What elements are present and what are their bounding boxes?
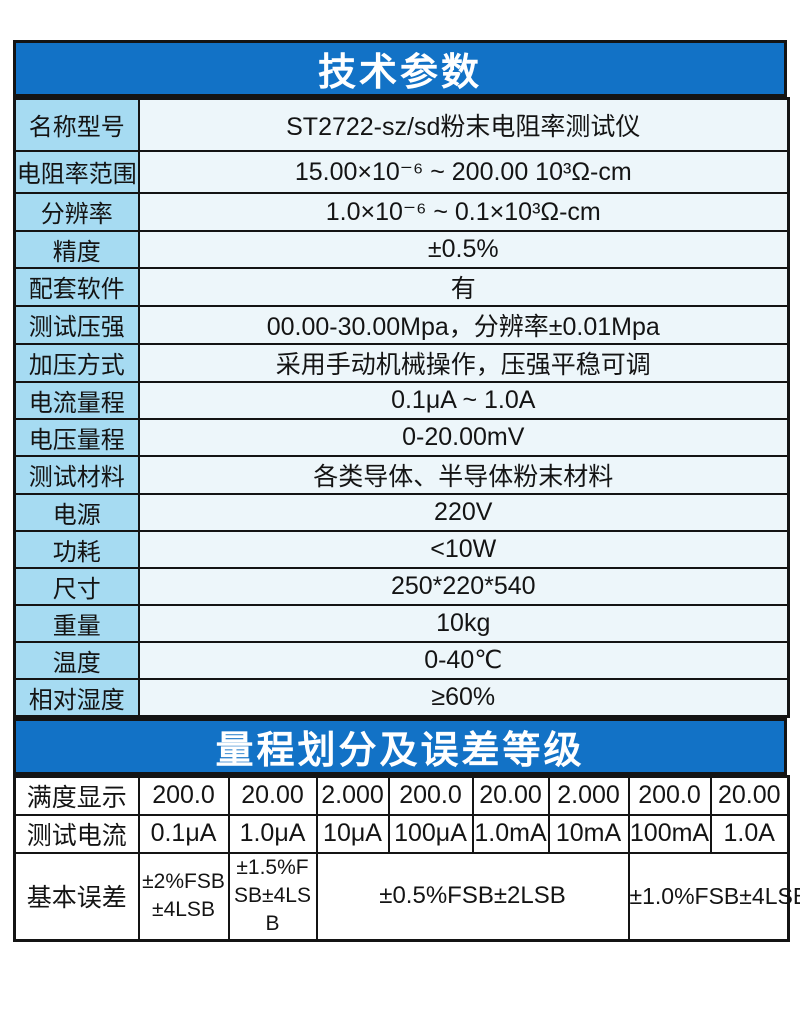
full-scale-cell: 200.0 — [627, 775, 712, 816]
range-label-cell: 测试电流 — [13, 813, 140, 854]
tech-params-header: 技术参数 — [13, 40, 787, 97]
spec-value-cell: 10kg — [137, 603, 790, 643]
spec-label-cell: 精度 — [13, 229, 140, 269]
table-row: 功耗 <10W — [13, 529, 790, 569]
spec-value-cell: 0.1μA ~ 1.0A — [137, 380, 790, 420]
spec-value-cell: 1.0×10⁻⁶ ~ 0.1×10³Ω-cm — [137, 191, 790, 232]
spec-value-cell: 有 — [137, 266, 790, 307]
range-label-cell: 基本误差 — [13, 851, 140, 942]
spec-label-cell: 配套软件 — [13, 266, 140, 307]
full-scale-cell: 2.000 — [315, 775, 390, 816]
spec-value-cell: <10W — [137, 529, 790, 569]
table-row: 重量 10kg — [13, 603, 790, 643]
spec-value-cell: ST2722-sz/sd粉末电阻率测试仪 — [137, 97, 790, 152]
spec-value-cell: ≥60% — [137, 677, 790, 717]
spec-label-cell: 电压量程 — [13, 417, 140, 457]
spec-label-cell: 电源 — [13, 492, 140, 532]
test-current-cell: 100μA — [387, 813, 474, 854]
spec-sheet: 技术参数 名称型号 ST2722-sz/sd粉末电阻率测试仪 电阻率范围 15.… — [13, 40, 800, 942]
range-error-header: 量程划分及误差等级 — [13, 717, 787, 775]
spec-label-cell: 温度 — [13, 640, 140, 680]
table-row: 尺寸 250*220*540 — [13, 566, 790, 606]
table-row: 测试电流 0.1μA 1.0μA 10μA 100μA 1.0mA 10mA 1… — [13, 813, 790, 854]
spec-label-cell: 分辨率 — [13, 191, 140, 232]
table-row: 相对湿度 ≥60% — [13, 677, 790, 717]
table-row: 精度 ±0.5% — [13, 229, 790, 269]
spec-label-cell: 功耗 — [13, 529, 140, 569]
full-scale-cell: 20.00 — [709, 775, 790, 816]
full-scale-cell: 200.0 — [387, 775, 474, 816]
spec-label-cell: 尺寸 — [13, 566, 140, 606]
table-row: 电源 220V — [13, 492, 790, 532]
table-row: 基本误差 ±2%FSB±4LSB ±1.5%FSB±4LSB ±0.5%FSB±… — [13, 851, 800, 942]
spec-value-cell: 0-20.00mV — [137, 417, 790, 457]
tech-params-title: 技术参数 — [317, 52, 482, 94]
table-row: 加压方式 采用手动机械操作，压强平稳可调 — [13, 342, 790, 383]
test-current-cell: 100mA — [627, 813, 712, 854]
range-label-cell: 满度显示 — [13, 775, 140, 816]
table-row: 电阻率范围 15.00×10⁻⁶ ~ 200.00 10³Ω-cm — [13, 149, 790, 194]
table-row: 配套软件 有 — [13, 266, 790, 307]
test-current-cell: 10mA — [547, 813, 630, 854]
spec-table: 名称型号 ST2722-sz/sd粉末电阻率测试仪 电阻率范围 15.00×10… — [13, 97, 790, 718]
table-row: 电流量程 0.1μA ~ 1.0A — [13, 380, 790, 420]
spec-label-cell: 加压方式 — [13, 342, 140, 383]
spec-label-cell: 测试压强 — [13, 304, 140, 345]
basic-error-cell: ±1.5%FSB±4LSB — [227, 851, 318, 942]
spec-label-cell: 电流量程 — [13, 380, 140, 420]
spec-value-cell: 00.00-30.00Mpa，分辨率±0.01Mpa — [137, 304, 790, 345]
spec-label-cell: 电阻率范围 — [13, 149, 140, 194]
spec-label-cell: 重量 — [13, 603, 140, 643]
table-row: 温度 0-40℃ — [13, 640, 790, 680]
basic-error-cell: ±1.0%FSB±4LSB — [627, 851, 800, 942]
full-scale-cell: 20.00 — [471, 775, 550, 816]
spec-value-cell: ±0.5% — [137, 229, 790, 269]
table-row: 满度显示 200.0 20.00 2.000 200.0 20.00 2.000… — [13, 775, 790, 816]
range-error-title: 量程划分及误差等级 — [215, 729, 585, 772]
spec-value-cell: 采用手动机械操作，压强平稳可调 — [137, 342, 790, 383]
basic-error-cell: ±0.5%FSB±2LSB — [315, 851, 630, 942]
spec-value-cell: 250*220*540 — [137, 566, 790, 606]
basic-error-cell: ±2%FSB±4LSB — [137, 851, 230, 942]
test-current-cell: 10μA — [315, 813, 390, 854]
table-row: 电压量程 0-20.00mV — [13, 417, 790, 457]
spec-value-cell: 220V — [137, 492, 790, 532]
spec-label-cell: 相对湿度 — [13, 677, 140, 717]
table-row: 测试压强 00.00-30.00Mpa，分辨率±0.01Mpa — [13, 304, 790, 345]
test-current-cell: 1.0mA — [471, 813, 550, 854]
full-scale-cell: 2.000 — [547, 775, 630, 816]
full-scale-cell: 200.0 — [137, 775, 230, 816]
spec-label-cell: 名称型号 — [13, 97, 140, 152]
test-current-cell: 1.0A — [709, 813, 790, 854]
test-current-cell: 0.1μA — [137, 813, 230, 854]
table-row: 测试材料 各类导体、半导体粉末材料 — [13, 454, 790, 495]
full-scale-cell: 20.00 — [227, 775, 318, 816]
spec-label-cell: 测试材料 — [13, 454, 140, 495]
spec-value-cell: 各类导体、半导体粉末材料 — [137, 454, 790, 495]
spec-value-cell: 15.00×10⁻⁶ ~ 200.00 10³Ω-cm — [137, 149, 790, 194]
range-table: 满度显示 200.0 20.00 2.000 200.0 20.00 2.000… — [13, 774, 800, 942]
test-current-cell: 1.0μA — [227, 813, 318, 854]
table-row: 分辨率 1.0×10⁻⁶ ~ 0.1×10³Ω-cm — [13, 191, 790, 232]
table-row: 名称型号 ST2722-sz/sd粉末电阻率测试仪 — [13, 97, 790, 152]
spec-value-cell: 0-40℃ — [137, 640, 790, 680]
